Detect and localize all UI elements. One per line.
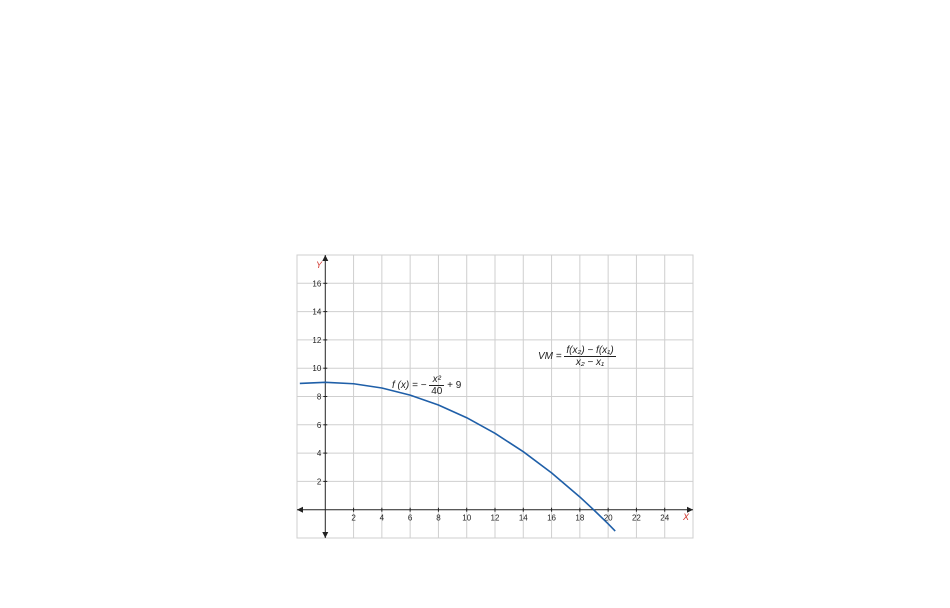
vm-formula-fraction: f(x₂) − f(x₁) x₂ − x₁	[564, 345, 616, 368]
y-axis-label: Y	[316, 260, 323, 270]
function-formula-lhs: f (x) = −	[392, 380, 427, 392]
y-tick-label: 8	[317, 393, 322, 402]
vm-formula-denominator: x₂ − x₁	[575, 357, 605, 368]
vm-formula-lhs: VM =	[538, 351, 562, 363]
x-axis-label: X	[682, 512, 690, 522]
x-tick-label: 16	[547, 514, 556, 523]
x-tick-label: 10	[462, 514, 471, 523]
function-formula-rhs: + 9	[447, 380, 462, 392]
y-tick-label: 10	[312, 364, 321, 373]
y-tick-label: 2	[317, 477, 322, 486]
y-tick-label: 14	[312, 308, 321, 317]
x-axis-arrow-right	[687, 506, 693, 513]
x-tick-label: 2	[351, 514, 356, 523]
x-tick-label: 14	[519, 514, 528, 523]
vm-formula-numerator: f(x₂) − f(x₁)	[564, 345, 616, 357]
x-tick-label: 22	[632, 514, 641, 523]
x-axis-arrow-left	[297, 506, 303, 513]
x-tick-label: 20	[604, 514, 613, 523]
y-tick-label: 16	[312, 279, 321, 288]
function-formula-denominator: 40	[431, 386, 443, 397]
x-tick-label: 4	[380, 514, 385, 523]
curve-group	[299, 381, 616, 532]
vm-formula: VM = f(x₂) − f(x₁) x₂ − x₁	[538, 345, 616, 368]
function-curve	[299, 381, 616, 532]
x-tick-label: 24	[660, 514, 669, 523]
y-tick-label: 6	[317, 421, 322, 430]
y-axis-arrow-down	[322, 532, 329, 538]
function-formula-fraction: x² 40	[429, 374, 445, 397]
function-formula-numerator: x²	[429, 374, 445, 386]
function-formula: f (x) = − x² 40 + 9	[392, 374, 461, 397]
x-tick-label: 12	[491, 514, 500, 523]
y-tick-label: 4	[317, 449, 322, 458]
y-axis-arrow-up	[322, 255, 329, 261]
x-tick-label: 18	[575, 514, 584, 523]
y-tick-label: 12	[312, 336, 321, 345]
grid	[296, 254, 694, 539]
x-tick-label: 8	[436, 514, 441, 523]
x-tick-label: 6	[408, 514, 413, 523]
